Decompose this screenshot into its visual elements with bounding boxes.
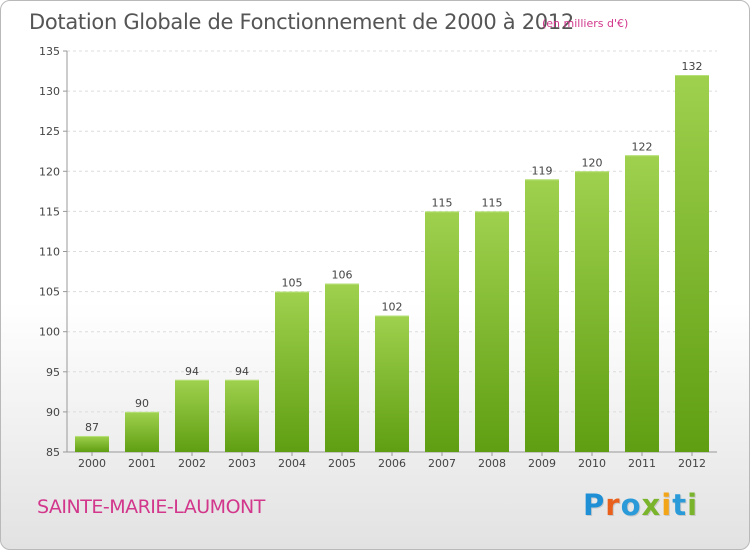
- data-label: 119: [532, 164, 553, 177]
- bar: [575, 171, 609, 453]
- data-label: 87: [85, 421, 99, 434]
- data-label: 105: [282, 277, 303, 290]
- x-tick-label: 2002: [178, 457, 206, 470]
- x-tick-label: 2005: [328, 457, 356, 470]
- bar: [525, 179, 559, 452]
- bar: [425, 211, 459, 452]
- x-tick-label: 2010: [578, 457, 606, 470]
- y-tick-label: 115: [39, 205, 60, 218]
- bars: [75, 75, 709, 453]
- bar: [125, 411, 159, 452]
- data-label: 115: [432, 196, 453, 209]
- bar: [75, 435, 109, 452]
- x-tick-label: 2011: [628, 457, 656, 470]
- y-tick-label: 135: [39, 45, 60, 58]
- bar: [675, 75, 709, 452]
- x-tick-label: 2001: [128, 457, 156, 470]
- bar: [375, 315, 409, 452]
- chart-title: Dotation Globale de Fonctionnement de 20…: [29, 10, 574, 34]
- proxiti-logo: Proxiti: [583, 488, 698, 522]
- y-tick-label: 130: [39, 85, 60, 98]
- y-tick-label: 105: [39, 286, 60, 299]
- commune-name: SAINTE-MARIE-LAUMONT: [37, 496, 265, 518]
- y-tick-label: 120: [39, 165, 60, 178]
- y-tick-label: 85: [46, 446, 60, 459]
- bar: [175, 379, 209, 452]
- x-tick-label: 2000: [78, 457, 106, 470]
- chart-subtitle: (en milliers d'€): [542, 17, 629, 30]
- data-label: 102: [382, 301, 403, 314]
- y-tick-label: 95: [46, 366, 60, 379]
- bar: [225, 379, 259, 452]
- data-label: 122: [632, 140, 653, 153]
- bar: [475, 211, 509, 452]
- data-label: 94: [185, 365, 199, 378]
- x-tick-label: 2006: [378, 457, 406, 470]
- data-label: 106: [332, 269, 353, 282]
- x-tick-label: 2009: [528, 457, 556, 470]
- bar: [325, 283, 359, 452]
- data-label: 115: [482, 196, 503, 209]
- logo-letter: o: [620, 488, 642, 522]
- bar: [625, 155, 659, 452]
- data-label: 94: [235, 365, 249, 378]
- data-label: 132: [682, 60, 703, 73]
- data-labels: 87 90 94 94 105 106 102 115 115 119 120 122 132: [85, 60, 703, 434]
- data-label: 90: [135, 397, 149, 410]
- y-tick-label: 100: [39, 326, 60, 339]
- logo-letter: t: [672, 488, 688, 522]
- x-tick-label: 2008: [478, 457, 506, 470]
- y-tick-label: 125: [39, 125, 60, 138]
- data-label: 120: [582, 156, 603, 169]
- logo-letter: r: [605, 488, 621, 522]
- logo-letter: x: [641, 488, 662, 522]
- x-tick-label: 2007: [428, 457, 456, 470]
- bar-chart: 85 90 95 100 105 110 115 120 125 130 135 2000 2001 20…: [39, 45, 717, 470]
- bar: [275, 291, 309, 452]
- y-tick-label: 90: [46, 406, 60, 419]
- logo-letter: P: [583, 488, 606, 522]
- logo-letter: i: [687, 488, 699, 522]
- x-tick-label: 2003: [228, 457, 256, 470]
- x-tick-label: 2004: [278, 457, 306, 470]
- y-tick-label: 110: [39, 246, 60, 259]
- logo-letter: i: [661, 488, 673, 522]
- x-tick-label: 2012: [678, 457, 706, 470]
